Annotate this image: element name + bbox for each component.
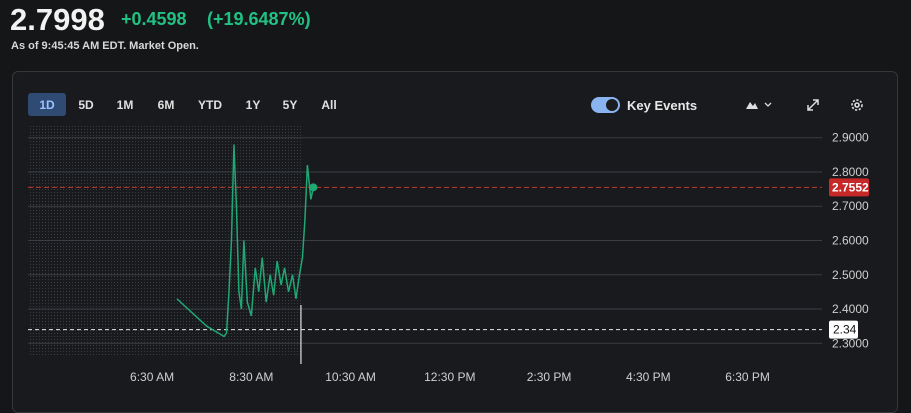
y-tick-label: 2.3000 xyxy=(832,336,869,350)
settings-button[interactable] xyxy=(851,99,863,111)
current-price-badge xyxy=(829,178,869,197)
as-of-time: As of 9:45:45 AM EDT. Market Open. xyxy=(11,40,199,52)
price-change-percent: (+19.6487%) xyxy=(207,9,311,29)
previous-close-label: 2.34 xyxy=(833,323,857,337)
range-button[interactable]: All xyxy=(321,98,336,112)
range-button[interactable]: 5D xyxy=(78,98,94,112)
fullscreen-button[interactable] xyxy=(807,99,819,111)
last-point xyxy=(309,183,318,192)
range-button[interactable]: YTD xyxy=(198,98,222,112)
range-button[interactable]: 1M xyxy=(117,98,134,112)
range-button[interactable]: 6M xyxy=(158,98,175,112)
range-button[interactable]: 1Y xyxy=(246,98,261,112)
key-events-toggle[interactable] xyxy=(591,97,620,113)
price-change: +0.4598 xyxy=(121,9,187,29)
x-tick-label: 8:30 AM xyxy=(229,370,273,384)
price-line xyxy=(176,144,315,338)
x-tick-label: 6:30 AM xyxy=(130,370,174,384)
y-tick-label: 2.8000 xyxy=(832,165,869,179)
page: {"header": {"price": "2.7998", "change":… xyxy=(10,2,898,413)
y-tick-label: 2.9000 xyxy=(832,131,869,145)
price: 2.7998 xyxy=(10,2,105,37)
x-tick-label: 10:30 AM xyxy=(325,370,376,384)
x-tick-label: 2:30 PM xyxy=(527,370,572,384)
y-tick-label: 2.5000 xyxy=(832,268,869,282)
y-tick-label: 2.7000 xyxy=(832,199,869,213)
range-button[interactable]: 1D xyxy=(39,98,55,112)
range-button-active[interactable] xyxy=(28,93,66,116)
chart-type-button[interactable] xyxy=(746,102,772,109)
key-events-label: Key Events xyxy=(627,98,697,113)
x-tick-label: 6:30 PM xyxy=(725,370,770,384)
range-button[interactable]: 5Y xyxy=(283,98,298,112)
x-tick-label: 4:30 PM xyxy=(626,370,671,384)
previous-close-badge xyxy=(829,320,858,339)
y-tick-label: 2.4000 xyxy=(832,302,869,316)
x-tick-label: 12:30 PM xyxy=(424,370,475,384)
current-price-label: 2.7552 xyxy=(832,180,869,194)
chart: Key Events 2.3000 2.4000 2.5000 2.6000 2.700… xyxy=(28,93,869,384)
y-tick-label: 2.6000 xyxy=(832,234,869,248)
